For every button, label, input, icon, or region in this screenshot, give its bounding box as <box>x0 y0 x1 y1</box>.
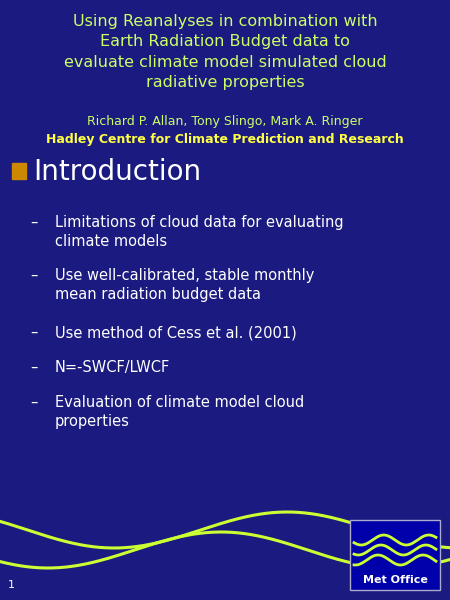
Text: Met Office: Met Office <box>363 575 428 585</box>
Text: Use method of Cess et al. (2001): Use method of Cess et al. (2001) <box>55 325 297 340</box>
Text: –: – <box>30 395 37 410</box>
Text: N=-SWCF/LWCF: N=-SWCF/LWCF <box>55 360 170 375</box>
Text: Richard P. Allan, Tony Slingo, Mark A. Ringer: Richard P. Allan, Tony Slingo, Mark A. R… <box>87 115 363 128</box>
Text: 1: 1 <box>8 580 15 590</box>
Text: Limitations of cloud data for evaluating
climate models: Limitations of cloud data for evaluating… <box>55 215 344 249</box>
Text: Introduction: Introduction <box>33 158 201 186</box>
Text: Use well-calibrated, stable monthly
mean radiation budget data: Use well-calibrated, stable monthly mean… <box>55 268 315 302</box>
Bar <box>350 520 440 590</box>
Text: –: – <box>30 268 37 283</box>
Text: –: – <box>30 325 37 340</box>
Text: Evaluation of climate model cloud
properties: Evaluation of climate model cloud proper… <box>55 395 304 429</box>
Bar <box>12 163 26 179</box>
Text: Using Reanalyses in combination with
Earth Radiation Budget data to
evaluate cli: Using Reanalyses in combination with Ear… <box>63 14 387 90</box>
Text: –: – <box>30 215 37 230</box>
Text: –: – <box>30 360 37 375</box>
Text: Hadley Centre for Climate Prediction and Research: Hadley Centre for Climate Prediction and… <box>46 133 404 146</box>
